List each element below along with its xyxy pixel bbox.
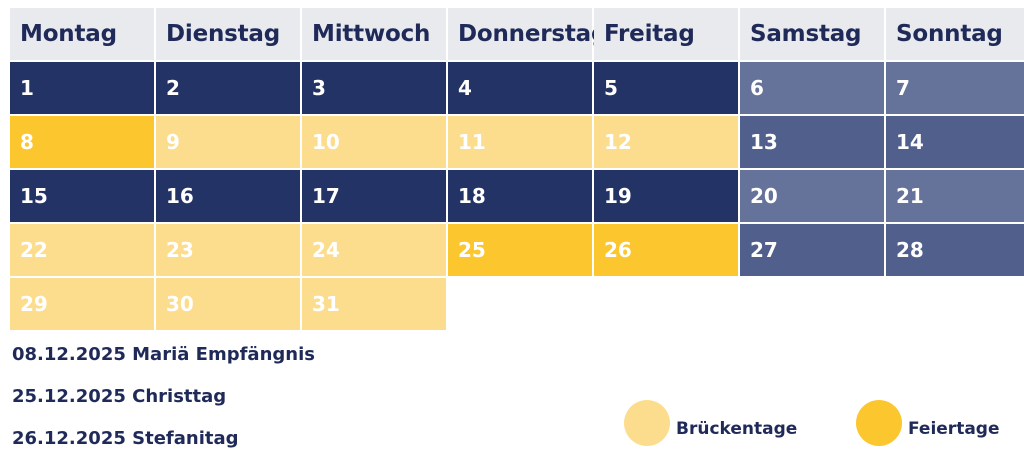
empty-cell — [594, 278, 738, 330]
day-cell: 7 — [886, 62, 1024, 114]
holiday-note: 26.12.2025 Stefanitag — [12, 428, 239, 449]
day-cell: 23 — [156, 224, 300, 276]
calendar: Montag Dienstag Mittwoch Donnerstag Frei… — [10, 8, 1024, 330]
holiday-list: 08.12.2025 Mariä Empfängnis 25.12.2025 C… — [12, 344, 315, 470]
weekday-header: Sonntag — [886, 8, 1024, 60]
weekday-header: Donnerstag — [448, 8, 607, 60]
weekday-header: Samstag — [740, 8, 884, 60]
weekday-header: Dienstag — [156, 8, 300, 60]
empty-cell — [448, 278, 592, 330]
day-cell: 27 — [740, 224, 884, 276]
day-cell: 12 — [594, 116, 738, 168]
day-cell: 16 — [156, 170, 300, 222]
day-cell: 4 — [448, 62, 592, 114]
day-cell: 14 — [886, 116, 1024, 168]
day-cell: 13 — [740, 116, 884, 168]
legend-holiday-label: Feiertage — [908, 419, 1000, 439]
day-cell: 30 — [156, 278, 300, 330]
day-cell: 1 — [10, 62, 154, 114]
day-cell: 6 — [740, 62, 884, 114]
day-cell: 25 — [448, 224, 592, 276]
holiday-note: 08.12.2025 Mariä Empfängnis — [12, 344, 315, 365]
day-cell: 5 — [594, 62, 738, 114]
day-cell: 2 — [156, 62, 300, 114]
day-cell: 21 — [886, 170, 1024, 222]
day-cell: 19 — [594, 170, 738, 222]
holiday-note: 25.12.2025 Christtag — [12, 386, 227, 407]
day-cell: 3 — [302, 62, 446, 114]
legend-bridge: Brückentage — [624, 400, 797, 446]
legend-bridge-label: Brückentage — [676, 419, 798, 439]
day-cell: 22 — [10, 224, 154, 276]
holiday-swatch-icon — [856, 400, 902, 446]
day-grid: 1 2 3 4 5 6 7 8 9 10 11 12 13 14 15 16 17 18 19 20 21 22 23 24 2… — [10, 62, 1024, 330]
legend-holiday: Feiertage — [856, 400, 1000, 446]
weekday-header-row: Montag Dienstag Mittwoch Donnerstag Frei… — [10, 8, 1024, 60]
day-cell: 18 — [448, 170, 592, 222]
day-cell: 29 — [10, 278, 154, 330]
day-cell: 10 — [302, 116, 446, 168]
weekday-header: Montag — [10, 8, 154, 60]
day-cell: 24 — [302, 224, 446, 276]
day-cell: 31 — [302, 278, 446, 330]
day-cell: 8 — [10, 116, 154, 168]
day-cell: 17 — [302, 170, 446, 222]
day-cell: 15 — [10, 170, 154, 222]
day-cell: 11 — [448, 116, 592, 168]
weekday-header: Freitag — [594, 8, 738, 60]
day-cell: 20 — [740, 170, 884, 222]
weekday-header: Mittwoch — [302, 8, 446, 60]
empty-cell — [886, 278, 1024, 330]
bridge-day-swatch-icon — [624, 400, 670, 446]
day-cell: 28 — [886, 224, 1024, 276]
day-cell: 9 — [156, 116, 300, 168]
empty-cell — [740, 278, 884, 330]
day-cell: 26 — [594, 224, 738, 276]
